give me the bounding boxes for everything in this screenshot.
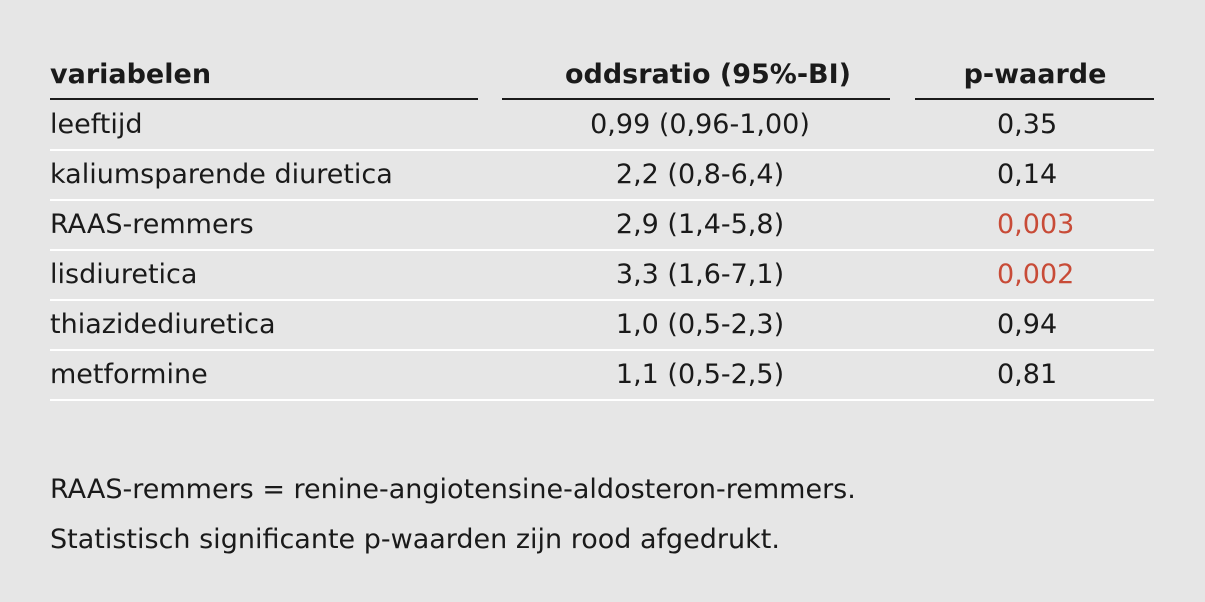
row-label: metformine [50,359,208,390]
column-header: p-waarde [963,59,1107,90]
cell: 0,94 [997,309,1058,340]
cell: 1,1 (0,5-2,5) [615,359,785,390]
row-label: lisdiuretica [50,259,198,290]
row-label: leeftijd [50,109,143,140]
row-rule [50,299,1154,301]
row-rule [50,149,1154,151]
row-rule [50,399,1154,401]
row-label: kaliumsparende diuretica [50,159,393,190]
row-rule [50,199,1154,201]
cell: 0,14 [997,159,1058,190]
column-header: variabelen [50,59,212,90]
cell: 0,99 (0,96-1,00) [590,109,810,140]
cell: 2,9 (1,4-5,8) [615,209,785,240]
row-rule [50,249,1154,251]
cell: 2,2 (0,8-6,4) [615,159,785,190]
cell: 0,81 [997,359,1058,390]
row-label: thiazidediuretica [50,309,276,340]
cell: 0,002 [997,259,1075,290]
row-label: RAAS-remmers [50,209,254,240]
column-header: oddsratio (95%-BI) [564,59,852,90]
cell: 1,0 (0,5-2,3) [615,309,785,340]
header-rule [915,98,1154,100]
header-rule [502,98,890,100]
row-rule [50,349,1154,351]
cell: 0,35 [997,109,1058,140]
cell: 0,003 [997,209,1075,240]
footnote: Statistisch significante p-waarden zijn … [50,524,780,555]
cell: 3,3 (1,6-7,1) [615,259,785,290]
footnote: RAAS-remmers = renine-angiotensine-aldos… [50,474,856,505]
header-rule [50,98,478,100]
